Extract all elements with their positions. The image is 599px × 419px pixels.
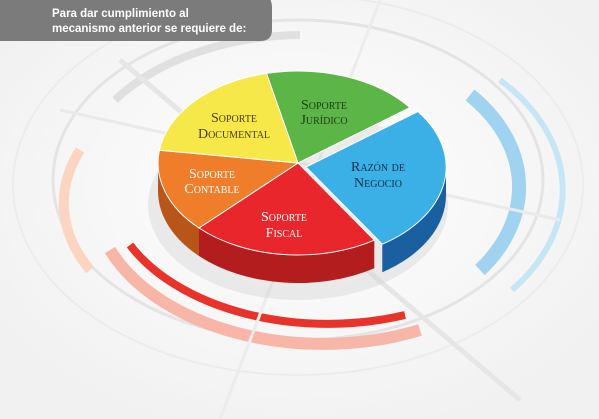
segment-label: Negocio <box>354 176 402 191</box>
slice-fiscal <box>198 162 376 256</box>
pie-top <box>157 70 447 256</box>
slice-contable <box>157 149 300 229</box>
slice-juridico <box>265 70 411 164</box>
labels: Soporte Jurídico Razón de Negocio Soport… <box>184 98 405 241</box>
segment-label: Soporte <box>189 167 235 182</box>
segment-label: Documental <box>198 127 270 142</box>
segment-label: Soporte <box>261 210 307 225</box>
segment-label: Contable <box>184 182 239 197</box>
segment-label: Soporte <box>301 98 347 113</box>
segment-label: Jurídico <box>300 113 347 128</box>
slice-documental <box>158 72 299 164</box>
header-line: Para dar cumplimiento al <box>52 8 189 20</box>
pie-sides <box>158 163 447 284</box>
header-line: mecanismo anterior se requiere de: <box>52 23 246 35</box>
segment-label: Soporte <box>211 111 257 126</box>
slice-negocio <box>305 111 447 245</box>
header-box <box>0 0 272 41</box>
segment-label: Fiscal <box>266 226 303 241</box>
segment-label: Razón de <box>351 160 405 175</box>
